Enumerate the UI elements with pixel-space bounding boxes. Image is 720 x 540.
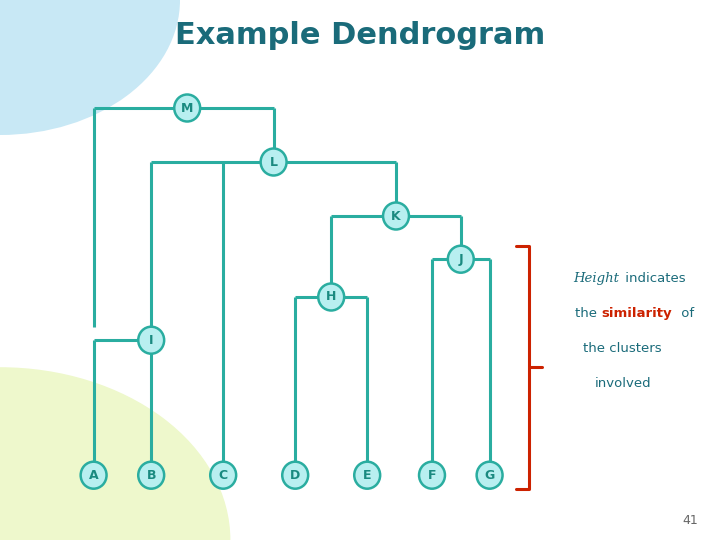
Text: the: the bbox=[575, 307, 601, 320]
Ellipse shape bbox=[354, 462, 380, 489]
Text: H: H bbox=[326, 291, 336, 303]
Text: C: C bbox=[219, 469, 228, 482]
Text: Height: Height bbox=[573, 272, 619, 285]
Text: 41: 41 bbox=[683, 514, 698, 526]
Text: K: K bbox=[391, 210, 401, 222]
Wedge shape bbox=[0, 0, 180, 135]
Ellipse shape bbox=[282, 462, 308, 489]
Ellipse shape bbox=[477, 462, 503, 489]
Ellipse shape bbox=[419, 462, 445, 489]
Text: Example Dendrogram: Example Dendrogram bbox=[175, 21, 545, 50]
Text: A: A bbox=[89, 469, 99, 482]
Text: the clusters: the clusters bbox=[583, 342, 662, 355]
Ellipse shape bbox=[138, 462, 164, 489]
Text: I: I bbox=[149, 334, 153, 347]
Ellipse shape bbox=[318, 284, 344, 310]
Text: E: E bbox=[363, 469, 372, 482]
Text: B: B bbox=[146, 469, 156, 482]
Wedge shape bbox=[0, 367, 230, 540]
Text: indicates: indicates bbox=[621, 272, 686, 285]
Text: D: D bbox=[290, 469, 300, 482]
Text: involved: involved bbox=[595, 377, 651, 390]
Ellipse shape bbox=[383, 202, 409, 230]
Ellipse shape bbox=[81, 462, 107, 489]
Ellipse shape bbox=[210, 462, 236, 489]
Ellipse shape bbox=[448, 246, 474, 273]
Ellipse shape bbox=[261, 148, 287, 176]
Text: G: G bbox=[485, 469, 495, 482]
Text: M: M bbox=[181, 102, 194, 114]
Text: F: F bbox=[428, 469, 436, 482]
Text: L: L bbox=[269, 156, 278, 168]
Ellipse shape bbox=[174, 94, 200, 122]
Text: similarity: similarity bbox=[601, 307, 672, 320]
Ellipse shape bbox=[138, 327, 164, 354]
Text: J: J bbox=[459, 253, 463, 266]
Text: of: of bbox=[677, 307, 694, 320]
